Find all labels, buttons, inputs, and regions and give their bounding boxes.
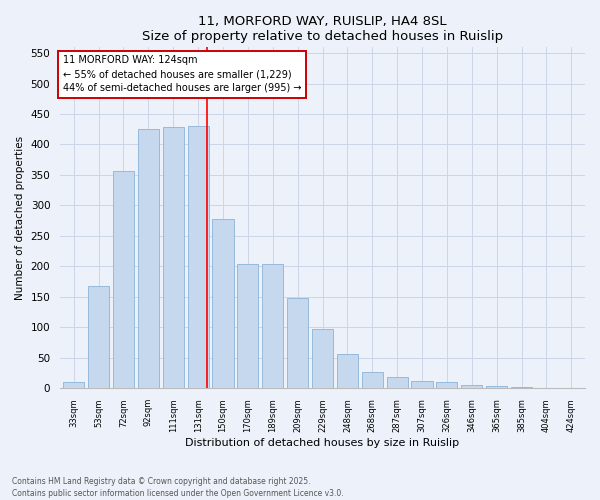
Bar: [511, 387, 532, 388]
Bar: [287, 298, 308, 388]
Bar: [312, 328, 333, 388]
Text: 11 MORFORD WAY: 124sqm
← 55% of detached houses are smaller (1,229)
44% of semi-: 11 MORFORD WAY: 124sqm ← 55% of detached…: [62, 56, 301, 94]
Bar: [337, 354, 358, 388]
Bar: [113, 170, 134, 388]
Bar: [188, 126, 209, 388]
Bar: [237, 264, 259, 388]
Y-axis label: Number of detached properties: Number of detached properties: [15, 136, 25, 300]
Bar: [362, 372, 383, 388]
Bar: [163, 128, 184, 388]
X-axis label: Distribution of detached houses by size in Ruislip: Distribution of detached houses by size …: [185, 438, 460, 448]
Bar: [88, 286, 109, 388]
Bar: [436, 382, 457, 388]
Text: Contains HM Land Registry data © Crown copyright and database right 2025.
Contai: Contains HM Land Registry data © Crown c…: [12, 476, 344, 498]
Bar: [138, 129, 159, 388]
Bar: [486, 386, 507, 388]
Bar: [63, 382, 84, 388]
Title: 11, MORFORD WAY, RUISLIP, HA4 8SL
Size of property relative to detached houses i: 11, MORFORD WAY, RUISLIP, HA4 8SL Size o…: [142, 15, 503, 43]
Bar: [412, 381, 433, 388]
Bar: [262, 264, 283, 388]
Bar: [461, 386, 482, 388]
Bar: [212, 220, 233, 388]
Bar: [386, 378, 408, 388]
